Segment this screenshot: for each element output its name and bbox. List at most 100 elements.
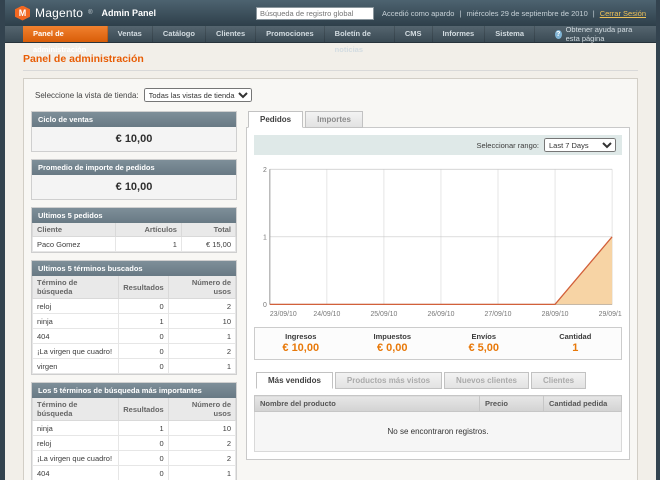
total-revenue-label: Ingresos [285,332,317,341]
cell-uses: 1 [167,328,237,344]
cell-results: 0 [118,343,169,359]
products-tabs: Más vendidos Productos más vistos Nuevos… [254,372,622,389]
tab-orders[interactable]: Pedidos [248,111,304,128]
store-view-label: Seleccione la vista de tienda: [35,90,139,100]
svg-text:24/09/10: 24/09/10 [313,310,340,318]
svg-text:28/09/10: 28/09/10 [542,310,569,318]
table-row[interactable]: ninja 1 10 [31,313,237,329]
last-search-terms-box: Ultimos 5 términos buscados Término de b… [31,260,237,375]
sidebar-stats: Ciclo de ventas € 10,00 Promedio de impo… [31,111,237,480]
col-product-name: Nombre del producto [254,395,480,412]
svg-text:26/09/10: 26/09/10 [428,310,455,318]
cell-term: 404 [31,328,120,344]
nav-item-newsletter[interactable]: Boletín de noticias [325,26,395,54]
tab-new-customers[interactable]: Nuevos clientes [444,372,529,389]
top-search-terms-title: Los 5 términos de búsqueda más important… [32,383,236,398]
header-session-info: Accedió como apardo | miércoles 29 de se… [382,9,646,18]
cell-results: 0 [118,328,169,344]
store-view-select[interactable]: Todas las vistas de tienda [143,88,252,102]
orders-area-chart: 0 1 2 23/09/10 24/09/10 25/09/10 26/09/10 27/09… [263,166,622,318]
brand-subtitle: Admin Panel [101,8,157,18]
globe-help-icon: ? [555,29,562,39]
col-qty-ordered: Cantidad pedida [543,395,622,412]
nav-item-catalog[interactable]: Catálogo [153,26,206,42]
cell-uses: 1 [167,465,237,480]
average-orders-value: € 10,00 [32,175,236,199]
cell-customer: Paco Gomez [31,236,117,252]
range-selector-row: Seleccionar rango: Last 7 Days [254,135,622,155]
totals-bar: Ingresos € 10,00 Impuestos € 0,00 Envíos… [254,327,622,360]
top-search-terms-box: Los 5 términos de búsqueda más important… [31,382,237,480]
col-results: Resultados [118,398,169,421]
nav-item-dashboard[interactable]: Panel de administración [23,26,108,54]
tab-bestsellers[interactable]: Más vendidos [256,372,333,389]
cell-uses: 1 [167,358,237,374]
total-tax: Impuestos € 0,00 [347,332,439,354]
tab-amounts[interactable]: Importes [305,111,363,128]
total-shipping-label: Envíos [471,332,497,341]
total-quantity-value: 1 [572,342,579,354]
chart-panel: Seleccionar rango: Last 7 Days 0 1 2 23/09/… [246,127,630,460]
cell-total: € 15,00 [180,236,237,252]
cell-results: 1 [118,420,169,436]
nav-item-promotions[interactable]: Promociones [256,26,325,42]
table-row[interactable]: ¡La virgen que cuadro! 0 2 [31,343,237,359]
nav-spacer [535,26,555,42]
col-items: Artículos [115,223,182,237]
tab-most-viewed[interactable]: Productos más vistos [334,372,443,389]
total-quantity: Cantidad 1 [530,332,622,354]
last-search-terms-table: Término de búsqueda Resultados Número de… [31,276,237,374]
cell-results: 0 [118,435,169,451]
table-row[interactable]: ninja 1 10 [31,420,237,436]
total-shipping: Envíos € 5,00 [438,332,530,354]
total-shipping-value: € 5,00 [468,342,500,354]
cell-term: virgen [31,358,120,374]
table-row[interactable]: reloj 0 2 [31,435,237,451]
brand: M Magento ® Admin Panel [15,5,157,21]
nav-item-sales[interactable]: Ventas [108,26,153,42]
cell-term: reloj [31,435,120,451]
nav-item-customers[interactable]: Clientes [206,26,257,42]
dashboard-main: Pedidos Importes Seleccionar rango: Last… [246,111,630,460]
table-row[interactable]: Paco Gomez 1 € 15,00 [31,236,237,252]
current-date: miércoles 29 de septiembre de 2010 [466,8,588,18]
title-divider [23,70,638,71]
global-search-input[interactable] [255,6,374,20]
table-row[interactable]: virgen 0 1 [31,358,237,374]
total-revenue-value: € 10,00 [282,342,320,354]
tab-customers[interactable]: Clientes [530,372,587,389]
table-row[interactable]: 404 0 1 [31,328,237,344]
nav-item-reports[interactable]: Informes [433,26,486,42]
dashboard-container: Seleccione la vista de tienda: Todas las… [23,78,638,480]
col-total: Total [180,223,237,237]
table-row[interactable]: 404 0 1 [31,465,237,480]
total-tax-label: Impuestos [373,332,411,341]
last-orders-box: Ultimos 5 pedidos Cliente Artículos Tota… [31,207,237,253]
last-orders-table: Cliente Artículos Total Paco Gomez 1 € 1… [31,223,237,252]
page-title: Panel de administración [23,53,144,65]
empty-message: No se encontraron registros. [254,411,622,452]
range-select[interactable]: Last 7 Days [544,138,616,152]
nav-item-system[interactable]: Sistema [485,26,536,42]
table-row[interactable]: reloj 0 2 [31,298,237,314]
table-row[interactable]: ¡La virgen que cuadro! 0 2 [31,450,237,466]
cell-results: 1 [118,313,169,329]
brand-name: Magento [35,6,84,20]
total-quantity-label: Cantidad [559,332,592,341]
bestsellers-grid: Nombre del producto Precio Cantidad pedi… [254,395,622,452]
svg-text:29/09/10: 29/09/10 [599,310,622,318]
total-tax-value: € 0,00 [376,342,408,354]
svg-text:2: 2 [263,166,267,174]
magento-logo-icon: M [15,5,30,21]
cell-uses: 10 [167,313,237,329]
cell-term: ¡La virgen que cuadro! [31,450,120,466]
col-uses: Número de usos [167,276,237,299]
logout-link[interactable]: Cerrar Sesión [599,8,646,18]
lifetime-sales-box: Ciclo de ventas € 10,00 [31,111,237,152]
logged-in-as: Accedió como apardo [381,8,455,18]
col-results: Resultados [118,276,169,299]
cell-term: ninja [31,313,120,329]
help-link[interactable]: ? Obtener ayuda para esta página [555,25,656,43]
svg-text:0: 0 [263,301,267,309]
nav-item-cms[interactable]: CMS [395,26,433,42]
